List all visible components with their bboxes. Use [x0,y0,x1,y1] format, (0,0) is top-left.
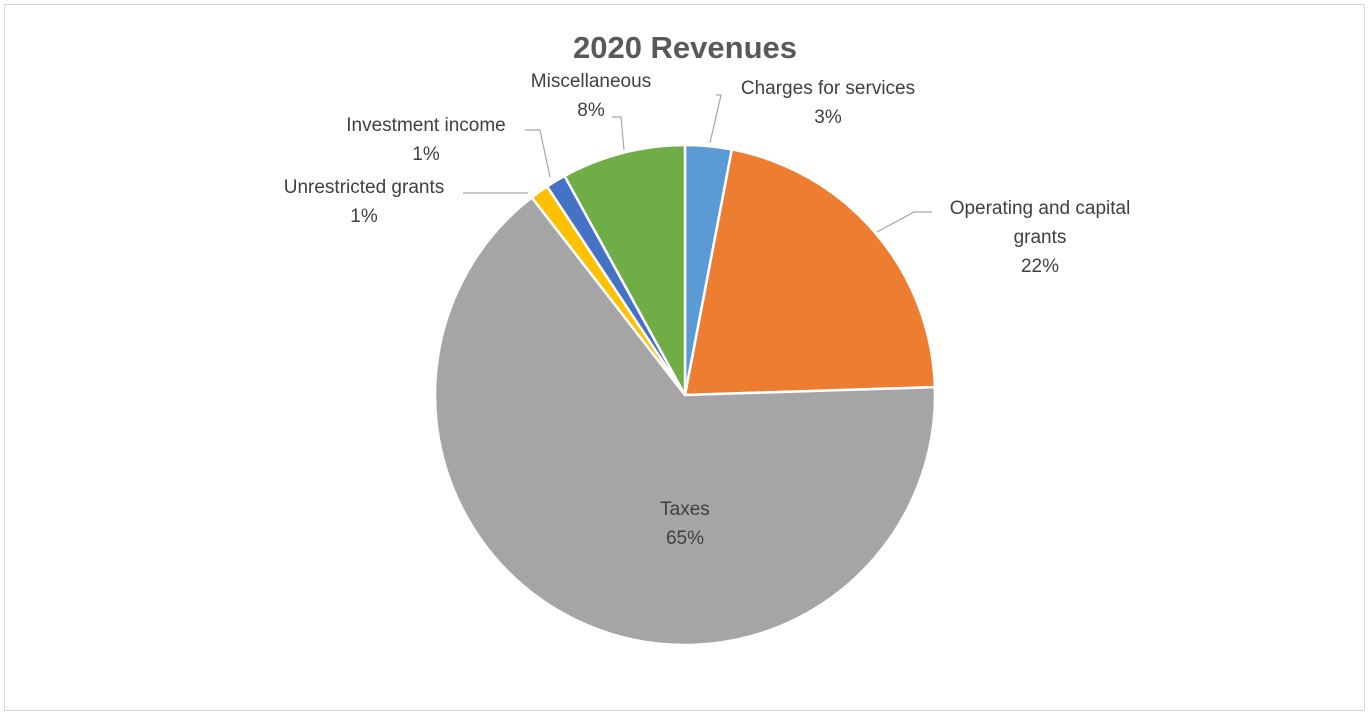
data-label-operating-and-capital-grants: Operating and capital grants 22% [950,198,1131,277]
data-label-value: 1% [350,206,378,227]
pie-slice-miscellaneous [563,143,687,397]
data-label-category: Unrestricted grants [284,177,445,198]
data-label-category: Miscellaneous [531,71,651,92]
data-label-value: 3% [814,107,842,128]
pie-slices [433,143,937,647]
data-label-category: Investment income [346,115,505,136]
leader-lines [463,94,932,233]
data-label-value: 65% [666,528,704,549]
data-label-value: 22% [1021,256,1059,277]
chart-title: 2020 Revenues [573,30,797,65]
data-label-category: Charges for services [741,78,915,99]
data-label-unrestricted-grants: Unrestricted grants 1% [284,177,445,227]
leader-line-operating-and-capital-grants [876,211,932,233]
leader-line-charges-for-services [709,94,722,144]
data-label-miscellaneous: Miscellaneous 8% [531,71,651,121]
pie-slice-operating-and-capital-grants [683,148,937,397]
data-label-charges-for-services: Charges for services 3% [741,78,915,128]
leader-line-miscellaneous [612,116,625,151]
pie-slice-taxes [433,196,937,647]
data-label-category: Operating and capital [950,198,1131,219]
leader-line-investment-income [525,129,551,178]
data-labels: Charges for services 3% Operating and capi… [284,71,1131,549]
data-label-value: 8% [577,100,605,121]
data-label-taxes: Taxes 65% [660,499,710,549]
data-label-category: Taxes [660,499,710,520]
data-label-investment-income: Investment income 1% [346,115,505,165]
data-label-category: grants [1014,227,1067,248]
data-label-value: 1% [412,144,440,165]
